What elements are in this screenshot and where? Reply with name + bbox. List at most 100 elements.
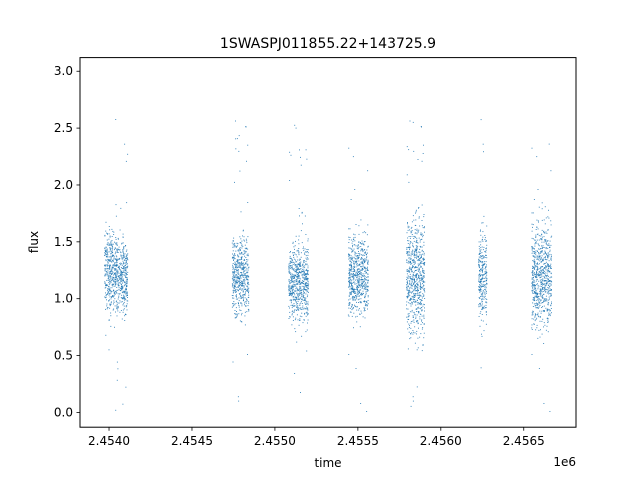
data-point [545, 274, 547, 276]
data-point [118, 275, 120, 276]
data-point [359, 313, 360, 315]
data-point [302, 223, 303, 225]
data-point [419, 263, 421, 264]
data-point [538, 295, 540, 297]
data-point [361, 262, 363, 264]
data-point [248, 294, 250, 296]
data-point [419, 269, 420, 271]
data-point [538, 316, 540, 318]
data-point [296, 305, 298, 307]
data-point [115, 261, 117, 263]
data-point [307, 294, 309, 296]
data-point [406, 260, 408, 262]
data-point [541, 208, 543, 210]
data-point [416, 257, 417, 259]
data-point [547, 252, 549, 254]
data-point [537, 299, 539, 301]
data-point [356, 276, 358, 278]
data-point [288, 284, 290, 286]
data-point [296, 273, 298, 275]
data-point [116, 265, 118, 267]
data-point [548, 314, 550, 316]
data-point [106, 285, 108, 286]
data-point [420, 257, 422, 258]
data-point [106, 279, 108, 281]
data-point [235, 307, 237, 309]
data-point [538, 252, 540, 254]
data-point [348, 282, 350, 284]
data-point [539, 271, 541, 273]
data-point [417, 287, 419, 289]
data-point [419, 294, 420, 296]
plot-frame [79, 57, 577, 428]
data-point [549, 298, 550, 300]
data-point [242, 230, 244, 232]
data-point [244, 315, 246, 317]
data-point [543, 257, 545, 259]
data-point [244, 247, 246, 249]
data-point [417, 257, 419, 259]
data-point [232, 271, 234, 273]
data-point [307, 283, 309, 285]
data-point [356, 285, 358, 287]
data-point [479, 274, 480, 275]
data-point [414, 296, 416, 298]
data-point [357, 247, 359, 249]
data-point [112, 264, 114, 266]
data-point [236, 313, 238, 315]
data-point [105, 271, 107, 272]
data-point [292, 316, 294, 318]
data-point [423, 264, 425, 265]
data-point [243, 285, 245, 287]
data-point [480, 261, 481, 263]
data-point [364, 275, 366, 277]
data-point [304, 292, 305, 294]
data-point [300, 301, 302, 303]
data-point [550, 294, 552, 296]
data-point [110, 247, 112, 249]
data-point [419, 263, 421, 265]
data-point [546, 232, 548, 234]
data-point [232, 268, 234, 270]
data-point [296, 276, 298, 278]
data-point [233, 271, 235, 273]
data-point [535, 252, 537, 254]
data-point [419, 285, 421, 287]
data-point [294, 253, 296, 255]
data-point [350, 261, 352, 263]
data-point [125, 272, 127, 274]
data-point [111, 244, 113, 246]
data-point [121, 287, 123, 289]
data-point [416, 254, 418, 256]
data-point [121, 280, 123, 282]
data-point [349, 276, 351, 278]
data-point [538, 275, 540, 277]
data-point [533, 259, 535, 261]
data-point [363, 279, 365, 281]
data-point [424, 262, 426, 264]
data-point [407, 227, 409, 229]
data-point [482, 298, 484, 300]
data-point [532, 310, 534, 312]
data-point [116, 250, 118, 252]
data-point [236, 274, 237, 276]
data-point [480, 281, 482, 283]
data-point [422, 293, 424, 295]
data-point [532, 290, 534, 292]
data-point [295, 317, 297, 319]
data-point [540, 251, 541, 253]
data-point [420, 313, 422, 315]
data-point [415, 301, 417, 303]
data-point [481, 274, 483, 276]
data-point [422, 271, 424, 273]
data-point [115, 242, 117, 244]
data-point [364, 317, 366, 319]
data-point [295, 284, 297, 286]
data-point [413, 283, 415, 285]
data-point [412, 242, 414, 244]
data-point [532, 314, 534, 316]
data-point [306, 158, 308, 160]
data-point [537, 264, 539, 265]
data-point [413, 263, 415, 265]
data-point [353, 288, 355, 290]
